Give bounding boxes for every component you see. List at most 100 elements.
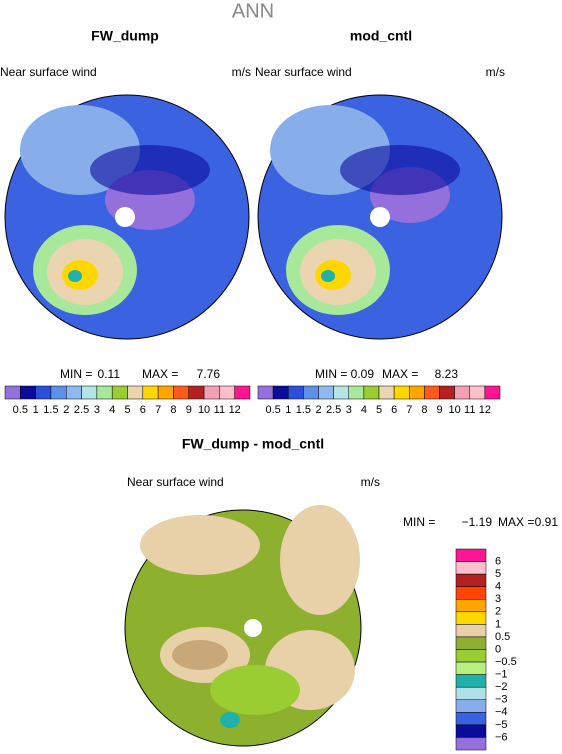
colorbar-box — [455, 674, 487, 688]
colorbar-box — [409, 385, 425, 400]
colorbar-label: −4 — [495, 706, 508, 718]
colorbar-box — [455, 611, 487, 625]
colorbar-label: 3 — [346, 404, 352, 416]
colorbar-label: 9 — [436, 404, 442, 416]
colorbar-label: 5 — [376, 404, 382, 416]
colorbar-label: 1 — [33, 404, 39, 416]
panel-title: mod_cntl — [350, 28, 412, 44]
colorbar-label: 5 — [124, 404, 130, 416]
colorbar-box — [20, 385, 36, 400]
colorbar-box — [455, 724, 487, 738]
max-value: 0.91 — [535, 515, 559, 529]
colorbar-label: 0.5 — [265, 404, 280, 416]
colorbar-label: 6 — [140, 404, 146, 416]
colorbar-label: 0 — [495, 643, 501, 655]
colorbar-box — [50, 385, 67, 400]
colorbar-label: 2 — [495, 606, 501, 618]
colorbar-box — [142, 385, 159, 400]
colorbar-box — [469, 385, 486, 400]
colorbar-box — [81, 385, 98, 400]
colorbar-box — [455, 548, 487, 562]
page-title: ANN — [232, 0, 274, 22]
colorbar-box — [257, 385, 274, 400]
min-label: MIN = — [403, 515, 435, 529]
min-value: 0.11 — [98, 367, 121, 381]
polar-map — [257, 94, 503, 340]
colorbar-label: 4 — [361, 404, 367, 416]
colorbar-label: 2.5 — [74, 404, 89, 416]
colorbar-box — [455, 561, 487, 575]
colorbar-label: 6 — [391, 404, 397, 416]
colorbar-label: −2 — [495, 681, 508, 693]
field-label: Near surface wind — [127, 475, 224, 489]
colorbar-label: −5 — [495, 719, 508, 731]
colorbar-label: 7 — [406, 404, 412, 416]
colorbar-label: 6 — [495, 555, 501, 567]
polar-map — [124, 505, 362, 747]
colorbar-box — [203, 385, 220, 400]
field-label: Near surface wind — [0, 65, 97, 79]
min-value: 0.09 — [351, 367, 375, 381]
units-label: m/s — [232, 65, 251, 79]
colorbar-label: 2 — [63, 404, 69, 416]
colorbar-label: 12 — [229, 404, 241, 416]
colorbar-label: 3 — [495, 593, 501, 605]
colorbar-label: 10 — [449, 404, 461, 416]
field-label: Near surface wind — [255, 65, 352, 79]
units-label: m/s — [361, 475, 380, 489]
colorbar-box — [455, 624, 487, 638]
panel-title: FW_dump — [91, 28, 159, 44]
colorbar-label: 5 — [495, 568, 501, 580]
max-label: MAX = — [382, 367, 418, 381]
polar-map — [4, 94, 250, 340]
max-value: 8.23 — [435, 367, 459, 381]
colorbar-box — [455, 712, 487, 726]
colorbar-box — [288, 385, 304, 400]
colorbar-box — [4, 385, 21, 400]
colorbar-label: 8 — [421, 404, 427, 416]
min-value: −1.19 — [462, 515, 493, 529]
colorbar-label: −0.5 — [495, 656, 517, 668]
units-label: m/s — [486, 65, 505, 79]
colorbar-label: 11 — [214, 404, 225, 416]
colorbar-label: 1 — [495, 618, 501, 630]
colorbar-box — [66, 385, 82, 400]
colorbar-box — [455, 599, 487, 613]
colorbar-label: −3 — [495, 694, 508, 706]
colorbar-label: 0.5 — [495, 631, 510, 643]
colorbar-box — [393, 385, 410, 400]
colorbar-box — [439, 385, 455, 400]
colorbar-label: 1.5 — [296, 404, 311, 416]
max-label: MAX = — [498, 515, 534, 529]
colorbar-label: −6 — [495, 731, 508, 743]
colorbar-box — [272, 385, 289, 400]
colorbar-label: 2.5 — [326, 404, 341, 416]
min-label: MIN = — [60, 367, 92, 381]
colorbar-box — [363, 385, 380, 400]
colorbar-label: 1.5 — [43, 404, 58, 416]
colorbar-box — [173, 385, 189, 400]
colorbar-label: 3 — [94, 404, 100, 416]
colorbar-box — [424, 385, 440, 400]
colorbar-label: 7 — [155, 404, 161, 416]
colorbar-box — [96, 385, 113, 400]
colorbar-label: 0.5 — [13, 404, 28, 416]
colorbar-label: 2 — [315, 404, 321, 416]
colorbar-box — [455, 699, 487, 713]
colorbar-box — [484, 385, 501, 400]
colorbar-box — [157, 385, 174, 400]
colorbar-box — [111, 385, 128, 400]
colorbar-label: 9 — [186, 404, 192, 416]
colorbar-label: 10 — [198, 404, 210, 416]
colorbar-box — [455, 661, 487, 675]
colorbar-box — [455, 686, 487, 700]
colorbar-box — [303, 385, 319, 400]
colorbar-box — [234, 385, 251, 400]
colorbar-box — [219, 385, 235, 400]
colorbar-box — [455, 636, 487, 650]
max-label: MAX = — [142, 367, 178, 381]
max-value: 7.76 — [197, 367, 221, 381]
colorbar-box — [127, 385, 144, 400]
colorbar-box — [454, 385, 470, 400]
